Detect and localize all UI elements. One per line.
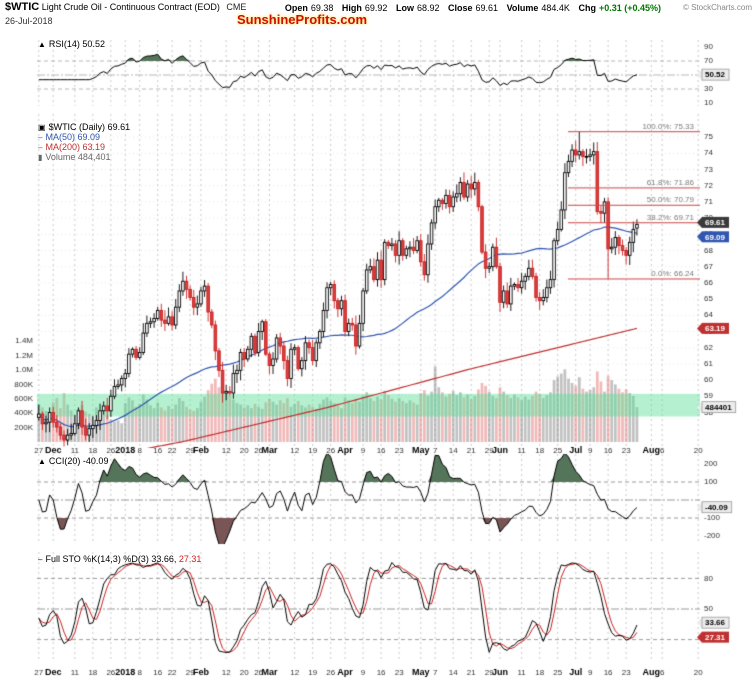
ma200-line-icon: – <box>38 143 43 152</box>
indicator-icon: ▲ <box>38 457 46 466</box>
price-legend-ma200-row: – MA(200) 63.19 <box>38 142 130 152</box>
sto-legend-label: Full STO %K(14,3) %D(3) <box>45 554 149 564</box>
low-label: Low <box>395 3 414 13</box>
close-label: Close <box>448 3 473 13</box>
sto-k-value: 33.66, <box>151 554 177 564</box>
price-legend-volume-row: ▮ Volume 484,401 <box>38 152 130 162</box>
price-legend: ▣ $WTIC (Daily) 69.61 – MA(50) 69.09 – MA(2… <box>38 122 130 162</box>
ma50-line-icon: – <box>38 133 43 142</box>
chart-type-icon: ▣ <box>38 123 46 132</box>
sto-d-value: 27.31 <box>178 554 202 564</box>
ticker-symbol: $WTIC <box>5 1 40 13</box>
quote-bar: Open 69.38 High 69.92 Low 68.92 Close 69.61 … <box>279 3 661 13</box>
price-legend-volume: Volume 484,401 <box>45 152 111 162</box>
cci-legend-label: CCI(20) -40.09 <box>48 456 109 466</box>
price-legend-ma50-row: – MA(50) 69.09 <box>38 132 130 142</box>
rsi-legend-label: RSI(14) 50.52 <box>48 39 105 49</box>
open-label: Open <box>284 3 308 13</box>
chg-label: Chg <box>578 3 596 13</box>
price-legend-ma50: MA(50) 69.09 <box>45 132 100 142</box>
sto-legend: – Full STO %K(14,3) %D(3) 33.66, 27.31 <box>38 554 201 565</box>
chg-value: +0.31 (+0.45%) <box>598 3 661 13</box>
chart-date: 26-Jul-2018 <box>5 16 53 26</box>
page-title: $WTIC Light Crude Oil - Continuous Contr… <box>5 1 247 13</box>
indicator-icon: ▲ <box>38 40 46 49</box>
volume-label: Volume <box>506 3 539 13</box>
line-icon: – <box>38 555 43 564</box>
high-value: 69.92 <box>364 3 388 13</box>
low-value: 68.92 <box>416 3 440 13</box>
rsi-legend: ▲ RSI(14) 50.52 <box>38 39 105 50</box>
price-legend-symbol-row: ▣ $WTIC (Daily) 69.61 <box>38 122 130 132</box>
open-value: 69.38 <box>310 3 334 13</box>
close-value: 69.61 <box>475 3 499 13</box>
price-legend-ma200: MA(200) 63.19 <box>45 142 105 152</box>
price-legend-symbol: $WTIC (Daily) 69.61 <box>48 122 131 132</box>
stockcharts-copyright-link[interactable]: © StockCharts.com <box>682 3 752 12</box>
instrument-name: Light Crude Oil - Continuous Contract (E… <box>41 2 220 12</box>
volume-value: 484.4K <box>541 3 570 13</box>
sunshineprofits-watermark-link[interactable]: SunshineProfits.com <box>237 12 368 27</box>
cci-legend: ▲ CCI(20) -40.09 <box>38 456 108 467</box>
volume-bars-icon: ▮ <box>38 153 43 162</box>
high-label: High <box>341 3 362 13</box>
exchange-label: CME <box>226 2 247 12</box>
